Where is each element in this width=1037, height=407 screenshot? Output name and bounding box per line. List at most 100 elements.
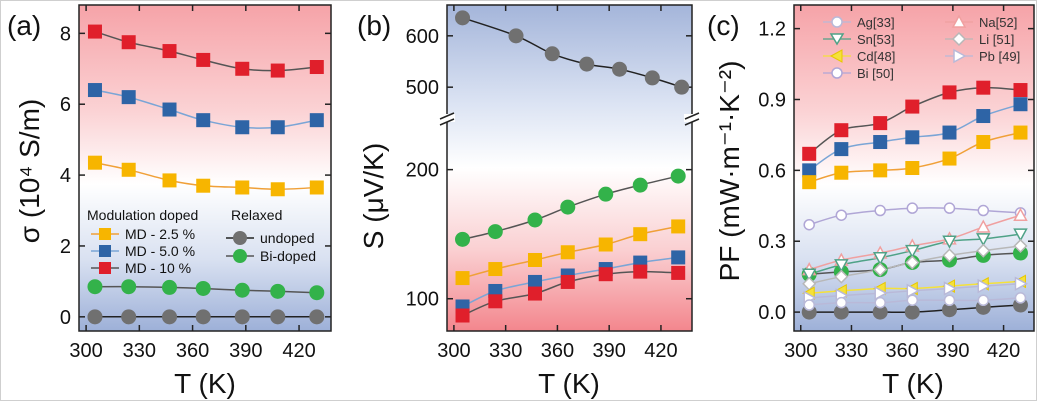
legend-li-label: Li [51]	[979, 32, 1014, 47]
panel-b: 300 330 360 390 420 100 200 500 600 (b) S (μV/K)…	[357, 4, 700, 399]
panel-c-y-tick-label-1-2: 1.2	[758, 19, 786, 41]
panel-c-point-pb-49-3	[906, 283, 920, 299]
panel-b-series-markers	[455, 10, 690, 323]
panel-c-x-tick-label-420: 420	[987, 340, 1020, 362]
panel-c-point-ag-33-6	[1014, 292, 1027, 304]
panel-a-point-md-10-6	[309, 60, 324, 75]
panel-b-point-md-5-0-6	[671, 250, 686, 265]
legend-undoped-label: undoped	[260, 230, 315, 246]
panel-a-point-md-5-0-6	[309, 113, 324, 128]
panel-c-point-ag-33-5	[977, 294, 990, 307]
panel-c-point-md-5-0-2	[873, 135, 888, 150]
panel-b-point-undoped-0	[455, 10, 471, 26]
panel-b-point-md-2-5-3	[560, 245, 575, 260]
panel-c-point-sn-53-3	[905, 244, 920, 259]
panel-a-point-md-2-5-1	[121, 162, 136, 177]
panel-a-point-undoped-0	[87, 309, 103, 325]
panel-c-point-md-2-5-6	[1013, 125, 1028, 140]
panel-c-point-md-10-0	[802, 146, 817, 161]
panel-a-point-md-10-5	[270, 63, 285, 78]
panel-c-point-bi-50-5	[977, 204, 990, 217]
panel-a-point-md-10-3	[196, 52, 211, 67]
legend-md25-marker	[99, 228, 111, 240]
legend-sn-label: Sn[53]	[857, 32, 895, 47]
panel-a-point-md-2-5-2	[162, 173, 177, 188]
panel-a-point-md-10-2	[162, 44, 177, 59]
panel-c-x-tick-label-330: 330	[835, 340, 868, 362]
panel-a-point-md-5-0-3	[196, 113, 211, 128]
panel-a-y-tick-label-8: 8	[60, 23, 71, 45]
panel-c-point-ag-33-0	[803, 299, 815, 311]
panel-a-point-bi-doped-6	[309, 285, 325, 301]
panel-b-point-md-2-5-2	[527, 253, 542, 267]
panel-c-point-li-51-6	[1013, 238, 1028, 254]
panel-a-point-md-10-1	[121, 35, 136, 50]
panel-a-point-undoped-5	[270, 309, 286, 325]
panel-a-x-tick-label-330: 330	[123, 340, 156, 362]
legend-na-label: Na[52]	[979, 15, 1017, 30]
panel-b-label: (b)	[357, 10, 391, 41]
legend-ag-marker	[831, 16, 843, 28]
panel-b-point-md-10-0	[455, 308, 470, 323]
panel-a-label: (a)	[7, 10, 41, 41]
panel-a-point-md-5-0-4	[235, 120, 250, 135]
panel-b-y-tick-label-200: 200	[406, 160, 439, 182]
panel-b-point-md-2-5-5	[633, 227, 648, 242]
panel-c-point-md-10-6	[1013, 83, 1028, 98]
panel-a: 300 330 360 390 420 0 2 4 6 8 (a) σ (10⁴ S/m) T (…	[7, 4, 332, 399]
legend-cd-marker	[829, 49, 843, 63]
panel-c-x-tick-label-360: 360	[885, 340, 918, 362]
panel-b-point-md-2-5-1	[488, 262, 503, 277]
panel-a-point-undoped-6	[309, 309, 325, 325]
panel-b-point-md-10-5	[633, 264, 648, 279]
panel-c-y-tick-label-0-0: 0.0	[758, 302, 786, 324]
panel-b-axis-break	[439, 112, 700, 126]
panel-a-series-markers	[87, 24, 325, 325]
legend-md25-label: MD - 2.5 %	[125, 226, 195, 242]
panel-c-point-undoped-4	[941, 302, 957, 318]
legend-md10-marker	[99, 262, 111, 274]
panel-a-point-md-2-5-6	[309, 180, 324, 195]
panel-c-point-pb-49-4	[943, 281, 958, 296]
panel-a-point-undoped-1	[121, 309, 137, 325]
panel-c-point-sn-53-1	[834, 259, 849, 273]
panel-c-point-bi-50-4	[943, 202, 956, 214]
panel-c-point-bi-50-2	[874, 204, 886, 217]
panel-a-point-md-10-4	[235, 61, 250, 76]
panel-b-y-axis-title: S (μV/K)	[358, 143, 389, 249]
panel-a-point-md-2-5-5	[270, 182, 285, 197]
panel-b-point-undoped-5	[644, 70, 660, 86]
panel-a-point-md-5-0-5	[270, 120, 285, 135]
panel-a-x-tick-label-420: 420	[282, 340, 315, 362]
panel-c-point-na-52-5	[976, 219, 991, 233]
panel-c-point-sn-53-6	[1013, 228, 1028, 242]
panel-a-x-tick-label-360: 360	[176, 340, 209, 362]
panel-a-y-tick-label-4: 4	[60, 165, 71, 187]
panel-c-point-na-52-6	[1013, 207, 1028, 221]
panel-a-point-md-5-0-1	[121, 90, 136, 105]
panel-b-point-undoped-6	[674, 79, 690, 95]
panel-c: 300 330 360 390 420 0.0 0.3 0.6 0.9 1.2 (c) PF (m…	[707, 4, 1035, 399]
panel-c-x-tick-label-390: 390	[936, 340, 969, 362]
panel-c-legend: Ag[33] Sn[53] Cd[48] Bi [50] Na[52] Li […	[823, 14, 1020, 81]
legend-bidoped-marker	[233, 249, 247, 263]
panel-b-point-md-10-1	[488, 294, 503, 309]
panel-c-point-md-2-5-3	[905, 161, 920, 175]
legend-pb-label: Pb [49]	[979, 49, 1020, 64]
panel-b-point-bi-doped-6	[670, 168, 686, 184]
panel-b-point-md-10-6	[671, 265, 686, 280]
panel-c-point-md-5-0-5	[976, 109, 991, 124]
panel-b-point-bi-doped-5	[632, 177, 648, 193]
panel-c-point-md-2-5-0	[802, 175, 817, 190]
panel-c-point-md-2-5-4	[942, 151, 957, 166]
panel-c-point-md-10-2	[873, 116, 888, 131]
legend-bi-label: Bi [50]	[857, 66, 894, 81]
panel-b-point-undoped-1	[508, 28, 524, 44]
legend-md50-label: MD - 5.0 %	[125, 243, 195, 259]
panel-a-y-tick-label-0: 0	[60, 307, 71, 329]
legend-md50-marker	[99, 245, 111, 257]
panel-c-point-li-51-4	[942, 248, 957, 263]
panel-b-x-tick-label-360: 360	[541, 340, 574, 362]
panel-a-point-bi-doped-5	[270, 283, 286, 299]
